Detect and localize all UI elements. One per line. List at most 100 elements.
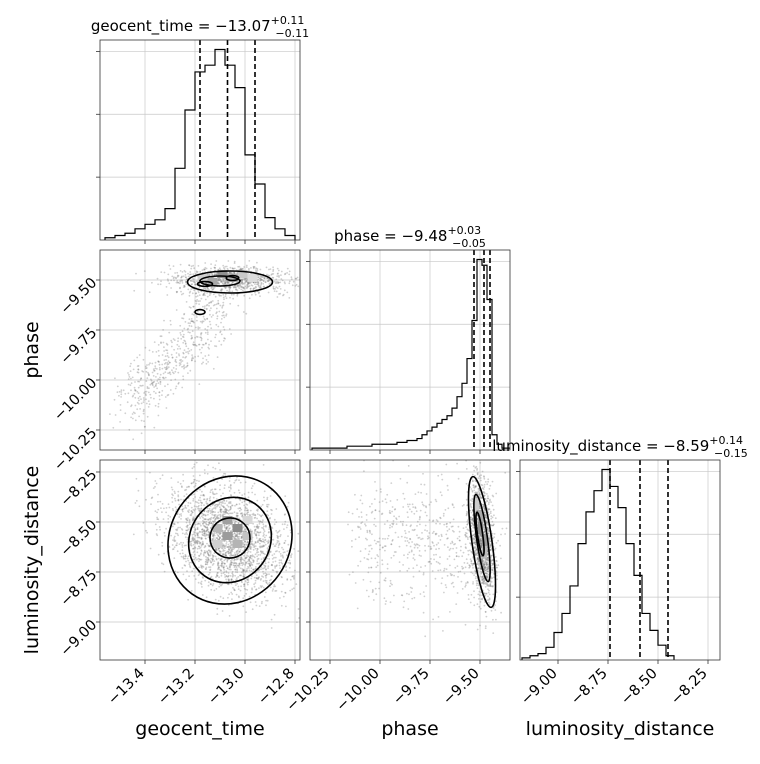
scatter-geocent_time-vs-luminosity_distance-point xyxy=(291,588,293,590)
scatter-geocent_time-vs-luminosity_distance-point xyxy=(193,568,195,570)
scatter-phase-vs-luminosity_distance-point xyxy=(463,527,465,529)
scatter-phase-vs-luminosity_distance-point xyxy=(420,593,422,595)
scatter-phase-vs-luminosity_distance-point xyxy=(465,566,467,568)
scatter-geocent_time-vs-phase-point xyxy=(218,340,220,342)
scatter-geocent_time-vs-luminosity_distance-point xyxy=(219,583,221,585)
scatter-geocent_time-vs-luminosity_distance-point xyxy=(265,563,267,565)
scatter-geocent_time-vs-luminosity_distance-point xyxy=(208,545,210,547)
scatter-geocent_time-vs-phase-point xyxy=(279,282,281,284)
scatter-phase-vs-luminosity_distance-point xyxy=(435,578,437,580)
scatter-geocent_time-vs-luminosity_distance-density-cell xyxy=(233,540,243,548)
scatter-phase-vs-luminosity_distance-point xyxy=(417,544,419,546)
scatter-phase-vs-luminosity_distance-point xyxy=(475,573,477,575)
scatter-geocent_time-vs-luminosity_distance-point xyxy=(200,500,202,502)
scatter-geocent_time-vs-phase-point xyxy=(297,277,299,279)
scatter-geocent_time-vs-luminosity_distance-point xyxy=(230,542,232,544)
scatter-geocent_time-vs-phase-point xyxy=(258,276,260,278)
scatter-geocent_time-vs-luminosity_distance-point xyxy=(272,561,274,563)
scatter-geocent_time-vs-luminosity_distance-point xyxy=(221,502,223,504)
scatter-geocent_time-vs-phase-point xyxy=(187,362,189,364)
scatter-geocent_time-vs-phase-point xyxy=(198,383,200,385)
scatter-geocent_time-vs-phase-point xyxy=(245,286,247,288)
scatter-geocent_time-vs-luminosity_distance-point xyxy=(193,526,195,528)
scatter-geocent_time-vs-luminosity_distance-point xyxy=(217,515,219,517)
scatter-geocent_time-vs-phase-point xyxy=(229,272,231,274)
scatter-geocent_time-vs-luminosity_distance-point xyxy=(208,549,210,551)
scatter-phase-vs-luminosity_distance-point xyxy=(423,612,425,614)
scatter-phase-vs-luminosity_distance-point xyxy=(490,512,492,514)
scatter-geocent_time-vs-luminosity_distance-density-cell xyxy=(213,540,223,548)
scatter-phase-vs-luminosity_distance-point xyxy=(415,493,417,495)
scatter-phase-vs-luminosity_distance-point xyxy=(447,575,449,577)
scatter-geocent_time-vs-phase-point xyxy=(138,397,140,399)
scatter-geocent_time-vs-phase-point xyxy=(203,293,205,295)
scatter-geocent_time-vs-luminosity_distance-point xyxy=(217,518,219,520)
scatter-geocent_time-vs-phase-point xyxy=(184,349,186,351)
scatter-geocent_time-vs-phase-point xyxy=(222,312,224,314)
scatter-geocent_time-vs-luminosity_distance-point xyxy=(213,497,215,499)
scatter-geocent_time-vs-luminosity_distance-point xyxy=(211,489,213,491)
scatter-phase-vs-luminosity_distance-point xyxy=(457,565,459,567)
scatter-geocent_time-vs-luminosity_distance-point xyxy=(206,596,208,598)
scatter-geocent_time-vs-phase-point xyxy=(195,327,197,329)
scatter-geocent_time-vs-luminosity_distance-point xyxy=(262,521,264,523)
scatter-phase-vs-luminosity_distance-point xyxy=(420,492,422,494)
scatter-phase-vs-luminosity_distance-point xyxy=(496,578,498,580)
scatter-geocent_time-vs-luminosity_distance-point xyxy=(265,592,267,594)
scatter-geocent_time-vs-luminosity_distance-point xyxy=(180,518,182,520)
scatter-geocent_time-vs-phase-point xyxy=(176,356,178,358)
scatter-geocent_time-vs-phase-point xyxy=(243,287,245,289)
scatter-geocent_time-vs-luminosity_distance-point xyxy=(268,528,270,530)
scatter-geocent_time-vs-phase-point xyxy=(196,299,198,301)
scatter-geocent_time-vs-luminosity_distance-point xyxy=(223,569,225,571)
scatter-phase-vs-luminosity_distance-point xyxy=(416,510,418,512)
scatter-geocent_time-vs-phase-point xyxy=(182,330,184,332)
scatter-geocent_time-vs-luminosity_distance-point xyxy=(182,546,184,548)
scatter-geocent_time-vs-phase-point xyxy=(147,372,149,374)
scatter-geocent_time-vs-luminosity_distance-point xyxy=(216,613,218,615)
scatter-geocent_time-vs-phase-point xyxy=(283,294,285,296)
scatter-geocent_time-vs-phase-point xyxy=(171,341,173,343)
scatter-geocent_time-vs-phase-point xyxy=(268,275,270,277)
scatter-geocent_time-vs-luminosity_distance-point xyxy=(228,486,230,488)
scatter-geocent_time-vs-phase-point xyxy=(251,294,253,296)
scatter-phase-vs-luminosity_distance-point xyxy=(380,488,382,490)
scatter-geocent_time-vs-phase-point xyxy=(232,298,234,300)
scatter-geocent_time-vs-phase-point xyxy=(217,326,219,328)
scatter-geocent_time-vs-luminosity_distance-point xyxy=(223,473,225,475)
scatter-geocent_time-vs-phase-point xyxy=(240,289,242,291)
scatter-geocent_time-vs-luminosity_distance-point xyxy=(240,590,242,592)
scatter-geocent_time-vs-phase-point xyxy=(143,413,145,415)
scatter-geocent_time-vs-luminosity_distance-point xyxy=(270,495,272,497)
scatter-geocent_time-vs-phase-point xyxy=(165,362,167,364)
scatter-phase-vs-luminosity_distance-point xyxy=(460,550,462,552)
scatter-phase-vs-luminosity_distance-point xyxy=(375,543,377,545)
scatter-phase-vs-luminosity_distance-point xyxy=(473,574,475,576)
hist-phase-title-minus: −0.05 xyxy=(452,237,486,250)
scatter-geocent_time-vs-luminosity_distance-point xyxy=(262,551,264,553)
scatter-geocent_time-vs-phase-point xyxy=(207,339,209,341)
scatter-geocent_time-vs-luminosity_distance-point xyxy=(250,551,252,553)
scatter-geocent_time-vs-luminosity_distance-point xyxy=(219,533,221,535)
scatter-geocent_time-vs-phase-point xyxy=(182,282,184,284)
scatter-phase-vs-luminosity_distance-point xyxy=(456,547,458,549)
scatter-geocent_time-vs-phase-point xyxy=(192,278,194,280)
scatter-geocent_time-vs-phase-point xyxy=(139,408,141,410)
scatter-geocent_time-vs-phase-point xyxy=(174,360,176,362)
scatter-geocent_time-vs-luminosity_distance-point xyxy=(286,527,288,529)
scatter-geocent_time-vs-luminosity_distance-point xyxy=(174,492,176,494)
scatter-geocent_time-vs-phase-point xyxy=(137,365,139,367)
scatter-geocent_time-vs-phase-point xyxy=(143,420,145,422)
hist-luminosity_distance-title-plus: +0.14 xyxy=(709,434,743,447)
scatter-geocent_time-vs-phase-point xyxy=(184,285,186,287)
scatter-geocent_time-vs-luminosity_distance-point xyxy=(133,534,135,536)
scatter-geocent_time-vs-phase-point xyxy=(133,290,135,292)
scatter-geocent_time-vs-phase-point xyxy=(220,344,222,346)
scatter-geocent_time-vs-luminosity_distance-point xyxy=(204,550,206,552)
scatter-geocent_time-vs-luminosity_distance-point xyxy=(200,502,202,504)
scatter-geocent_time-vs-phase-point xyxy=(170,324,172,326)
scatter-geocent_time-vs-luminosity_distance-point xyxy=(234,552,236,554)
scatter-geocent_time-vs-luminosity_distance-point xyxy=(257,541,259,543)
scatter-geocent_time-vs-luminosity_distance-point xyxy=(263,580,265,582)
scatter-geocent_time-vs-luminosity_distance-point xyxy=(269,582,271,584)
